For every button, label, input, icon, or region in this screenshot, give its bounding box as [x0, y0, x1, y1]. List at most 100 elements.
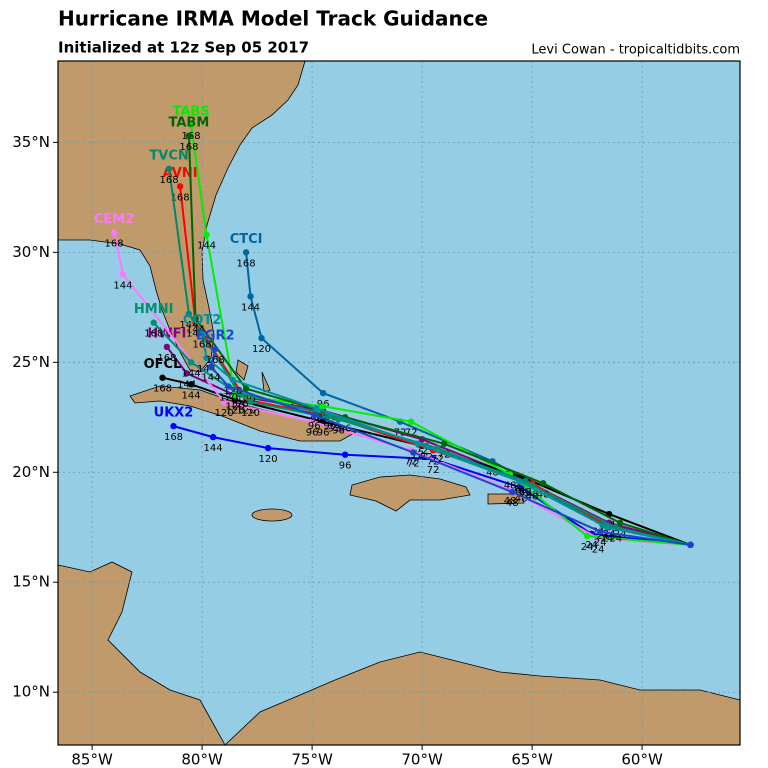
hour-label: 120	[219, 393, 238, 404]
hour-label: 72	[405, 428, 418, 439]
tracks: 24487296120144168CTCI24487296120144168HW…	[94, 104, 694, 555]
hispaniola	[349, 474, 471, 512]
model-name: CEM2	[94, 212, 134, 227]
track-point	[242, 385, 250, 392]
y-tick-label: 30°N	[12, 243, 50, 261]
hour-label: 168	[105, 239, 124, 250]
track-point	[311, 411, 318, 419]
y-tick-label: 25°N	[12, 353, 50, 371]
hour-label: 48	[515, 483, 528, 494]
x-tick-label: 80°W	[181, 751, 223, 768]
hour-label: 144	[197, 241, 216, 252]
hour-label: 144	[177, 379, 196, 390]
hour-label: 48	[504, 496, 517, 507]
hour-label: 120	[237, 406, 256, 417]
track-point	[687, 541, 694, 549]
hour-label: 96	[332, 425, 345, 436]
hour-label: 168	[193, 340, 212, 351]
y-tick-label: 10°N	[12, 683, 50, 701]
credit: Levi Cowan - tropicaltidbits.com	[531, 43, 740, 58]
track-line	[190, 124, 691, 546]
hour-label: 168	[144, 329, 163, 340]
track-point	[229, 376, 237, 384]
hour-label: 144	[179, 320, 198, 331]
track-point	[264, 444, 272, 452]
hour-label: 96	[323, 421, 336, 432]
grid	[58, 61, 740, 745]
track-point	[414, 440, 421, 447]
hour-label: 24	[594, 538, 607, 549]
x-tick-label: 85°W	[71, 751, 113, 768]
hour-label: 144	[197, 364, 216, 375]
x-tick-label: 70°W	[401, 751, 443, 768]
hour-label: 144	[182, 368, 201, 379]
model-name: TVCN	[149, 148, 188, 163]
track-point	[163, 343, 171, 351]
hour-label: 120	[223, 386, 242, 397]
track-point	[207, 363, 215, 370]
hour-label: 120	[215, 408, 234, 419]
plot-area: 24487296120144168CTCI24487296120144168HW…	[58, 61, 740, 745]
track-point	[247, 398, 254, 406]
hour-label: 48	[519, 487, 532, 498]
track-point	[407, 418, 415, 425]
hour-label: 72	[405, 456, 418, 467]
x-tick-label: 65°W	[511, 751, 553, 768]
hour-label: 96	[339, 423, 352, 434]
model-name: TABM	[169, 115, 210, 130]
x-tick-label: 60°W	[621, 751, 663, 768]
hour-label: 96	[308, 421, 321, 432]
track-point	[319, 389, 327, 397]
track-point	[517, 484, 525, 491]
track-point	[150, 319, 157, 326]
hour-label: 24	[603, 529, 616, 540]
y-tick-label: 20°N	[12, 463, 50, 481]
hour-label: 168	[171, 192, 190, 203]
hour-label: 48	[515, 494, 528, 505]
track-point	[185, 132, 193, 139]
track-point	[170, 422, 177, 430]
north-america	[58, 61, 306, 373]
hour-label: 144	[241, 302, 260, 313]
model-name: CTCI	[230, 232, 263, 247]
hour-label: 72	[427, 456, 440, 467]
track-point	[231, 396, 239, 403]
track-point	[410, 449, 417, 456]
track-point	[183, 370, 190, 377]
track-point	[440, 440, 448, 447]
hour-label: 168	[164, 432, 183, 443]
hour-label: 144	[204, 443, 223, 454]
south-america	[224, 651, 740, 745]
track-point	[341, 451, 349, 458]
central-america	[58, 561, 226, 745]
hour-label: 168	[206, 355, 225, 366]
track-point	[616, 519, 624, 527]
track-line	[201, 333, 691, 546]
track-point	[603, 524, 611, 531]
hour-label: 120	[230, 399, 249, 410]
hour-label: 120	[259, 454, 278, 465]
hour-label: 120	[226, 401, 245, 412]
hour-label: 96	[310, 414, 323, 425]
hour-label: 96	[339, 461, 352, 472]
track-point	[258, 334, 265, 342]
track-point	[187, 381, 195, 388]
track-point	[225, 383, 232, 390]
jamaica	[251, 508, 293, 522]
hour-label: 96	[317, 428, 330, 439]
track-point	[308, 418, 316, 425]
hour-label: 24	[596, 531, 609, 542]
hour-label: 72	[427, 465, 440, 476]
track-point	[209, 433, 217, 441]
x-tick-label: 75°W	[291, 751, 333, 768]
track-point	[247, 293, 254, 300]
track-point	[119, 271, 127, 278]
hour-label: 144	[201, 373, 220, 384]
track-point	[597, 528, 604, 535]
hour-label: 72	[431, 454, 444, 465]
track-line	[113, 232, 691, 546]
y-tick-label: 15°N	[12, 573, 50, 591]
hour-label: 24	[581, 542, 594, 553]
hour-label: 72	[438, 450, 451, 461]
